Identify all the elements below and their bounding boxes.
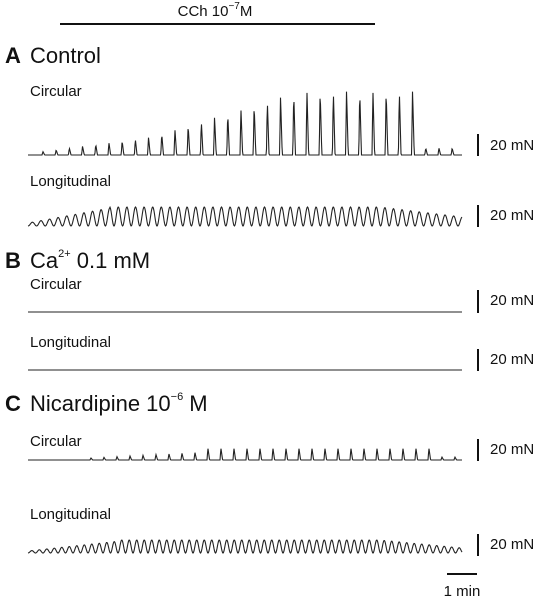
scale-label: 20 mN [490,137,534,154]
scale-label: 20 mN [490,441,534,458]
trace-label: Longitudinal [30,173,111,190]
scale-label: 20 mN [490,351,534,368]
trace-label: Circular [30,433,82,450]
trace [27,539,463,554]
title-sup: 2+ [58,248,71,260]
scale-label: 20 mN [490,292,534,309]
drug-exponent: −7 [228,1,240,12]
drug-unit: M [240,3,253,20]
panel-title: Nicardipine 10−6 M [30,391,208,416]
panel-letter: B [5,248,21,273]
time-label: 1 min [444,583,481,600]
title-rest: 0.1 mM [71,248,150,273]
panel-letter: A [5,43,21,68]
panel-letter: C [5,391,21,416]
trace [27,205,463,227]
scale-label: 20 mN [490,207,534,224]
scale-label: 20 mN [490,536,534,553]
panel-title: Control [30,43,101,68]
drug: CCh 10 [178,3,229,20]
title-main: Ca [30,248,59,273]
title-main: Nicardipine 10 [30,391,171,416]
trace-label: Longitudinal [30,506,111,523]
title-rest: M [183,391,207,416]
trace-label: Circular [30,83,82,100]
trace [28,448,462,461]
trace [28,91,462,156]
trace-label: Circular [30,276,82,293]
panel-title: Ca2+ 0.1 mM [30,248,150,273]
title-sup: −6 [171,391,184,403]
drug-label: CCh 10−7M [178,1,253,20]
trace-label: Longitudinal [30,334,111,351]
